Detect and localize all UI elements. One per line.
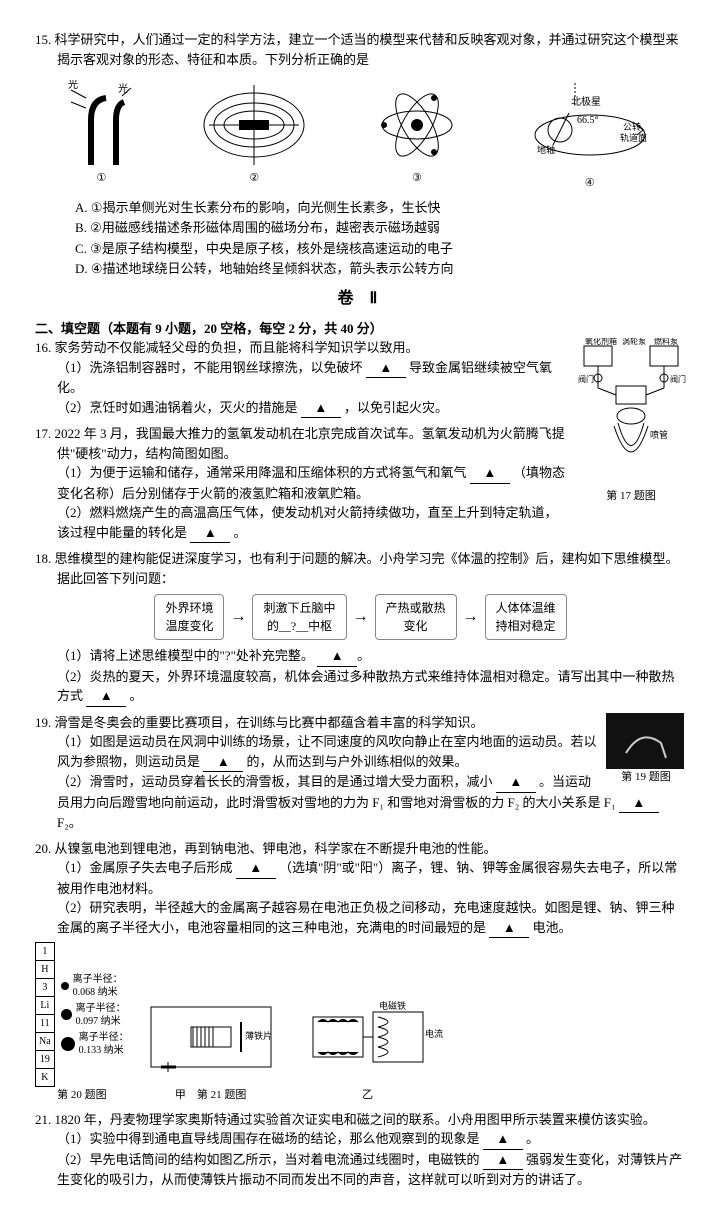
flow-box-4: 人体体温维 持相对稳定 bbox=[485, 594, 567, 640]
q21-p2: （2）早先电话筒间的结构如图乙所示，当对着电流通过线圈时，电磁铁的 ▲ 强弱发生… bbox=[35, 1150, 686, 1190]
q19-p1: （1）如图是运动员在风洞中训练的场景，让不同速度的风吹向静止在室内地面的运动员。… bbox=[35, 732, 686, 772]
dot-icon bbox=[61, 982, 69, 990]
dot-icon bbox=[61, 1037, 75, 1051]
svg-text:阀门: 阀门 bbox=[578, 374, 594, 384]
svg-text:轨道面: 轨道面 bbox=[620, 132, 647, 143]
blank: ▲ bbox=[496, 772, 536, 793]
q15-opt-c: C. ③是原子结构模型，中央是原子核，核外是绕核高速运动的电子 bbox=[75, 239, 686, 259]
svg-text:光: 光 bbox=[68, 80, 78, 91]
circled-3: ③ bbox=[372, 170, 462, 187]
svg-text:电流: 电流 bbox=[425, 1028, 443, 1039]
arrow-icon: → bbox=[463, 605, 479, 629]
circled-4: ④ bbox=[525, 175, 655, 192]
question-18: 18. 思维模型的建构能促进深度学习，也有利于问题的解决。小舟学习完《体温的控制… bbox=[35, 549, 686, 707]
svg-text:电磁铁: 电磁铁 bbox=[379, 1000, 406, 1011]
question-21: 21. 1820 年，丹麦物理学家奥斯特通过实验首次证实电和磁之间的联系。小舟用… bbox=[35, 1110, 686, 1190]
fig19-caption: 第 19 题图 bbox=[606, 769, 686, 786]
svg-text:阀门: 阀门 bbox=[670, 374, 686, 384]
svg-text:喷管: 喷管 bbox=[650, 429, 668, 440]
q20-p2: （2）研究表明，半径越大的金属离子越容易在电池正负极之间移动，充电速度越快。如图… bbox=[35, 898, 686, 938]
blank: ▲ bbox=[301, 398, 341, 419]
q19-p2: （2）滑雪时，运动员穿着长长的滑雪板，其目的是通过增大受力面积，减小 ▲ 。当运… bbox=[35, 772, 686, 833]
blank: ▲ bbox=[236, 858, 276, 879]
q15-opt-a: A. ①揭示单侧光对生长素分布的影响，向光侧生长素多，生长快 bbox=[75, 198, 686, 218]
q17-p2: （2）燃料燃烧产生的高温高压气体，使发动机对火箭持续做功，直至上升到特定轨道，该… bbox=[35, 503, 686, 543]
blank: ▲ bbox=[317, 646, 357, 667]
q18-flow: 外界环境 温度变化 → 刺激下丘脑中 的__?__中枢 → 产热或散热 变化 →… bbox=[35, 594, 686, 640]
q15-options: A. ①揭示单侧光对生长素分布的影响，向光侧生长素多，生长快 B. ②用磁感线描… bbox=[35, 198, 686, 279]
blank: ▲ bbox=[203, 752, 243, 773]
q15-fig1: 光 光 ① bbox=[66, 80, 136, 187]
arrow-icon: → bbox=[353, 605, 369, 629]
q20-p1: （1）金属原子失去电子后形成 ▲ （选填"阴"或"阳"）离子，锂、钠、钾等金属很… bbox=[35, 858, 686, 898]
question-19: 19. 滑雪是冬奥会的重要比赛项目，在训练与比赛中都蕴含着丰富的科学知识。 （1… bbox=[35, 713, 686, 833]
q19-figure: 第 19 题图 bbox=[606, 713, 686, 786]
svg-text:66.5°: 66.5° bbox=[577, 115, 599, 126]
q15-fig2: ② bbox=[199, 80, 309, 187]
flow-box-3: 产热或散热 变化 bbox=[375, 594, 457, 640]
q20-stem: 20. 从镍氢电池到锂电池，再到钠电池、钾电池，科学家在不断提升电池的性能。 bbox=[35, 839, 686, 859]
question-15: 15. 科学研究中，人们通过一定的科学方法，建立一个适当的模型来代替和反映客观对… bbox=[35, 30, 686, 279]
blank: ▲ bbox=[86, 686, 126, 707]
blank: ▲ bbox=[470, 463, 510, 484]
q15-opt-b: B. ②用磁感线描述条形磁体周围的磁场分布，越密表示磁场越弱 bbox=[75, 218, 686, 238]
fill-heading: 二、填空题（本题有 9 小题，20 空格，每空 2 分，共 40 分） bbox=[35, 319, 686, 339]
blank: ▲ bbox=[483, 1150, 523, 1171]
circuit-yi: 电磁铁 电流 乙 bbox=[293, 997, 443, 1104]
svg-text:涡轮泵: 涡轮泵 bbox=[622, 338, 646, 346]
axis-label: 地轴 bbox=[537, 144, 555, 155]
q15-fig4: 北极星 66.5° 地轴 公转 轨道面 ④ bbox=[525, 75, 655, 192]
svg-text:氧化剂箱: 氧化剂箱 bbox=[585, 338, 617, 346]
blank: ▲ bbox=[483, 1129, 523, 1150]
element-col: 1 H 3 Li 11 Na 19 K bbox=[35, 942, 55, 1087]
ion-radius-figure: 1 H 3 Li 11 Na 19 K 离子半径： 0.068 纳米 bbox=[35, 942, 129, 1104]
q21-stem: 21. 1820 年，丹麦物理学家奥斯特通过实验首次证实电和磁之间的联系。小舟用… bbox=[35, 1110, 686, 1130]
dot-icon bbox=[61, 1009, 72, 1020]
blank: ▲ bbox=[489, 918, 529, 939]
fig20-caption: 第 20 题图 bbox=[35, 1087, 129, 1104]
q21-p1: （1）实验中得到通电直导线周围存在磁场的结论，那么他观察到的现象是 ▲ 。 bbox=[35, 1129, 686, 1150]
q18-p2: （2）炎热的夏天，外界环境温度较高，机体会通过多种散热方式来维持体温相对稳定。请… bbox=[35, 667, 686, 707]
q19-stem: 19. 滑雪是冬奥会的重要比赛项目，在训练与比赛中都蕴含着丰富的科学知识。 bbox=[35, 713, 686, 733]
flow-box-2: 刺激下丘脑中 的__?__中枢 bbox=[252, 594, 346, 640]
circuit-jia: 薄铁片 甲 第 21 题图 bbox=[141, 997, 281, 1104]
q18-stem: 18. 思维模型的建构能促进深度学习，也有利于问题的解决。小舟学习完《体温的控制… bbox=[35, 549, 686, 588]
flow-box-1: 外界环境 温度变化 bbox=[154, 594, 224, 640]
svg-text:光: 光 bbox=[118, 82, 128, 95]
q15-fig3: ③ bbox=[372, 80, 462, 187]
q20-21-figures: 1 H 3 Li 11 Na 19 K 离子半径： 0.068 纳米 bbox=[35, 942, 686, 1104]
circled-2: ② bbox=[199, 170, 309, 187]
svg-text:燃料泵: 燃料泵 bbox=[654, 338, 678, 346]
q15-figures: 光 光 ① ② bbox=[35, 75, 686, 192]
q15-stem: 15. 科学研究中，人们通过一定的科学方法，建立一个适当的模型来代替和反映客观对… bbox=[35, 30, 686, 69]
blank: ▲ bbox=[190, 523, 230, 544]
blank: ▲ bbox=[366, 358, 406, 379]
question-20: 20. 从镍氢电池到锂电池，再到钠电池、钾电池，科学家在不断提升电池的性能。 （… bbox=[35, 839, 686, 1104]
svg-text:薄铁片: 薄铁片 bbox=[245, 1030, 272, 1041]
q18-p1: （1）请将上述思维模型中的"?"处补充完整。 ▲。 bbox=[35, 646, 686, 667]
fig17-caption: 第 17 题图 bbox=[576, 488, 686, 505]
blank: ▲ bbox=[619, 793, 659, 814]
circled-1: ① bbox=[66, 170, 136, 187]
svg-text:公转: 公转 bbox=[623, 121, 641, 132]
arrow-icon: → bbox=[230, 605, 246, 629]
q15-opt-d: D. ④描述地球绕日公转，地轴始终呈倾斜状态，箭头表示公转方向 bbox=[75, 259, 686, 279]
rocket-figure: 氧化剂箱 涡轮泵 燃料泵 阀门 阀门 喷管 第 17 题图 bbox=[576, 338, 686, 505]
section-2-title: 卷 Ⅱ bbox=[35, 287, 686, 311]
